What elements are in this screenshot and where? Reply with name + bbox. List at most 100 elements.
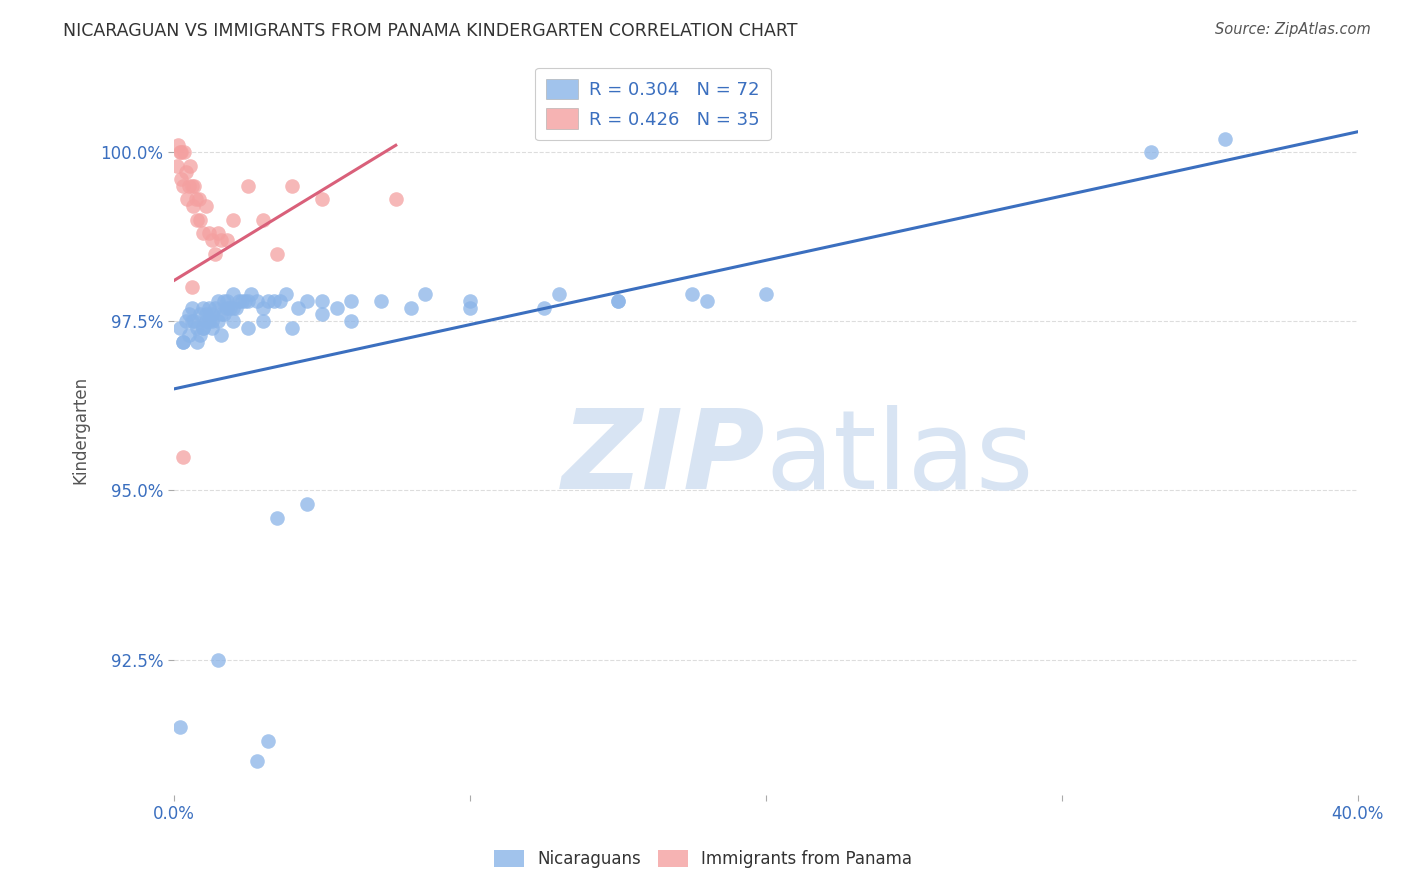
Point — [696, 293, 718, 308]
Point — [177, 178, 200, 193]
Point — [169, 321, 191, 335]
Y-axis label: Kindergarten: Kindergarten — [72, 376, 89, 483]
Point — [222, 212, 245, 227]
Point — [295, 293, 318, 308]
Point — [187, 193, 209, 207]
Point — [195, 308, 218, 322]
Point — [183, 314, 205, 328]
Point — [186, 212, 208, 227]
Point — [198, 301, 221, 315]
Point — [180, 280, 202, 294]
Point — [180, 314, 202, 328]
Point — [201, 314, 224, 328]
Point — [263, 293, 285, 308]
Point — [167, 138, 190, 153]
Point — [399, 301, 422, 315]
Point — [257, 734, 280, 748]
Point — [266, 246, 288, 260]
Point — [174, 314, 197, 328]
Point — [295, 497, 318, 511]
Point — [212, 308, 235, 322]
Point — [195, 314, 218, 328]
Point — [228, 293, 250, 308]
Point — [204, 301, 226, 315]
Point — [287, 301, 309, 315]
Point — [169, 720, 191, 734]
Point — [180, 178, 202, 193]
Point — [170, 172, 193, 186]
Point — [311, 308, 333, 322]
Point — [239, 287, 262, 301]
Point — [172, 334, 194, 349]
Point — [195, 199, 218, 213]
Point — [209, 327, 232, 342]
Text: NICARAGUAN VS IMMIGRANTS FROM PANAMA KINDERGARTEN CORRELATION CHART: NICARAGUAN VS IMMIGRANTS FROM PANAMA KIN… — [63, 22, 797, 40]
Point — [193, 321, 215, 335]
Point — [236, 178, 259, 193]
Point — [201, 233, 224, 247]
Point — [246, 293, 269, 308]
Point — [225, 301, 247, 315]
Point — [209, 233, 232, 247]
Point — [458, 293, 481, 308]
Point — [276, 287, 298, 301]
Point — [222, 287, 245, 301]
Text: atlas: atlas — [766, 405, 1035, 512]
Point — [193, 301, 215, 315]
Point — [198, 227, 221, 241]
Point — [1213, 131, 1236, 145]
Point — [1139, 145, 1161, 159]
Point — [215, 233, 238, 247]
Point — [173, 145, 195, 159]
Point — [311, 293, 333, 308]
Point — [204, 246, 226, 260]
Point — [193, 321, 215, 335]
Point — [170, 145, 193, 159]
Point — [190, 327, 212, 342]
Point — [183, 178, 205, 193]
Point — [533, 301, 555, 315]
Point — [181, 199, 204, 213]
Point — [180, 301, 202, 315]
Point — [207, 314, 229, 328]
Point — [172, 334, 194, 349]
Point — [222, 301, 245, 315]
Point — [222, 314, 245, 328]
Point — [236, 293, 259, 308]
Point — [169, 145, 191, 159]
Legend: Nicaraguans, Immigrants from Panama: Nicaraguans, Immigrants from Panama — [488, 843, 918, 875]
Point — [340, 293, 363, 308]
Point — [198, 314, 221, 328]
Point — [340, 314, 363, 328]
Point — [201, 308, 224, 322]
Point — [311, 193, 333, 207]
Point — [176, 193, 198, 207]
Text: ZIP: ZIP — [562, 405, 766, 512]
Point — [325, 301, 347, 315]
Point — [212, 293, 235, 308]
Point — [252, 212, 274, 227]
Point — [172, 178, 194, 193]
Point — [172, 450, 194, 464]
Point — [177, 308, 200, 322]
Point — [269, 293, 291, 308]
Point — [384, 193, 406, 207]
Point — [370, 293, 392, 308]
Point — [207, 293, 229, 308]
Point — [252, 301, 274, 315]
Point — [281, 178, 304, 193]
Point — [190, 308, 212, 322]
Point — [219, 301, 242, 315]
Point — [755, 287, 778, 301]
Point — [207, 227, 229, 241]
Point — [186, 334, 208, 349]
Point — [215, 293, 238, 308]
Legend: R = 0.304   N = 72, R = 0.426   N = 35: R = 0.304 N = 72, R = 0.426 N = 35 — [534, 68, 770, 140]
Point — [606, 293, 628, 308]
Point — [257, 293, 280, 308]
Point — [266, 510, 288, 524]
Point — [246, 754, 269, 768]
Point — [681, 287, 703, 301]
Point — [166, 159, 188, 173]
Point — [190, 212, 212, 227]
